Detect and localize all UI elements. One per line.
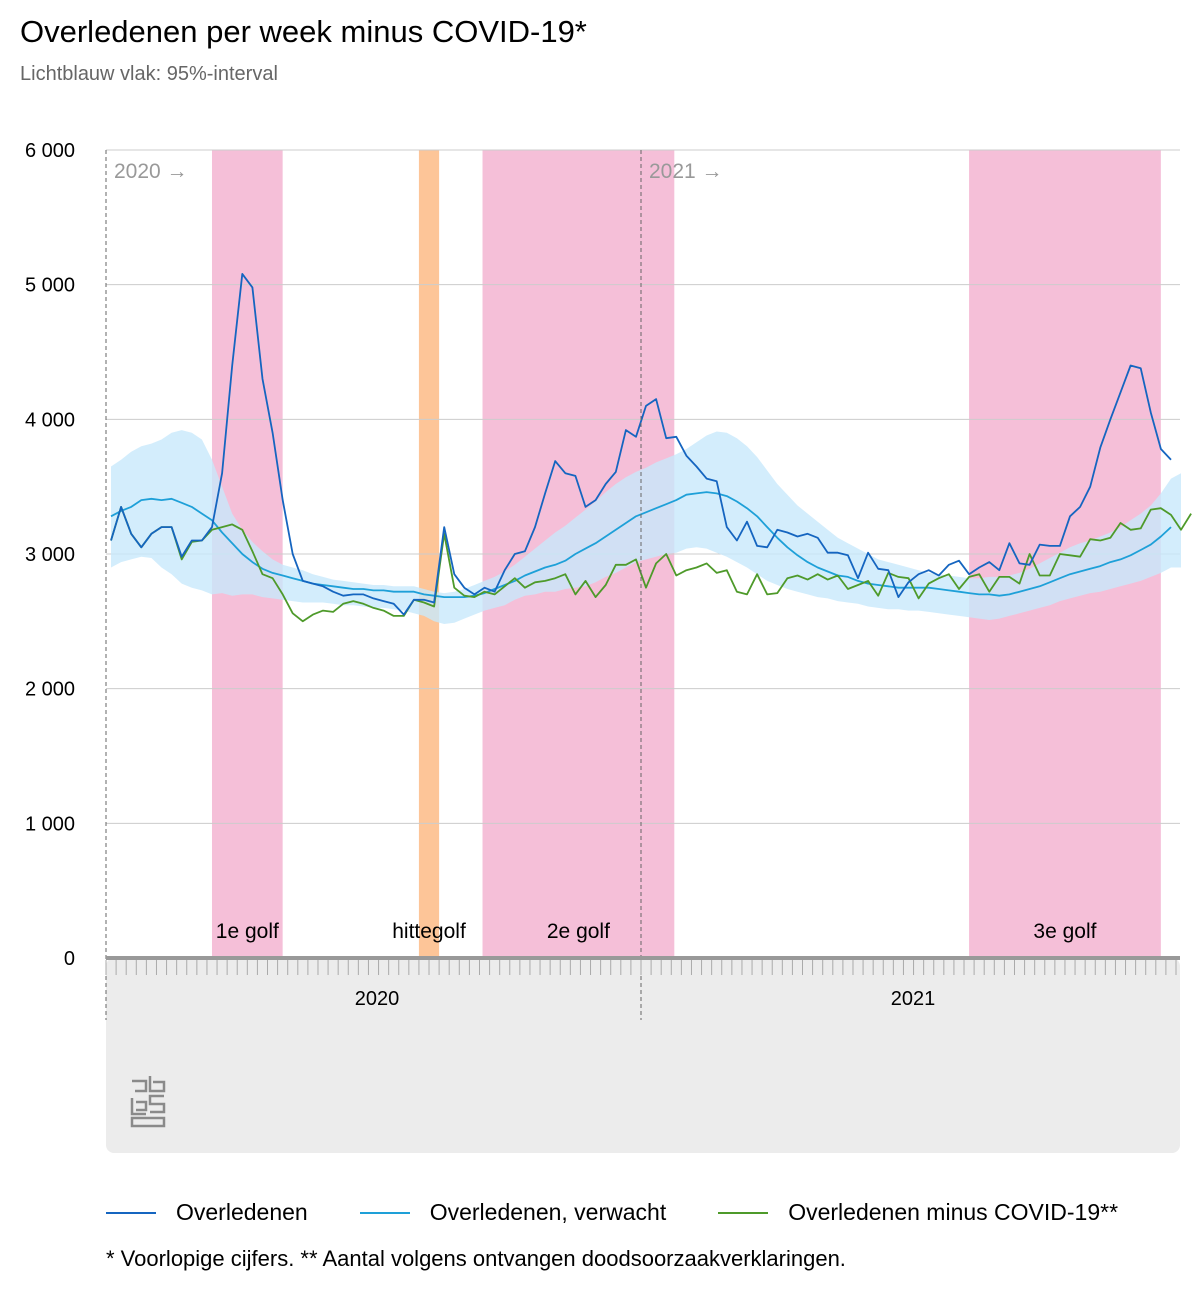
y-axis-labels: 0 1 000 2 000 3 000 4 000 5 000 6 000: [25, 140, 75, 970]
legend-item-overledenen: Overledenen: [106, 1199, 308, 1226]
band-label-0: 1e golf: [216, 920, 279, 943]
x-label-2020: 2020: [355, 988, 400, 1010]
legend-item-minus-covid: Overledenen minus COVID-19**: [718, 1199, 1118, 1226]
cbs-logo: [130, 1076, 166, 1128]
legend-item-verwacht: Overledenen, verwacht: [359, 1199, 667, 1226]
series-line-overledenen: [110, 272, 1172, 616]
year-markers: 2020 → 2021 →: [105, 150, 723, 1020]
y-tick-label-6: 6 000: [25, 140, 75, 162]
band-label-3: 3e golf: [1033, 920, 1096, 943]
year-marker-label-0: 2020 →: [114, 160, 188, 183]
gridlines: [106, 149, 1180, 824]
legend-label-verwacht: Overledenen, verwacht: [429, 1199, 667, 1225]
y-tick-label-3: 3 000: [25, 544, 75, 566]
legend-label-minus-covid: Overledenen minus COVID-19**: [788, 1199, 1119, 1225]
legend-label-overledenen: Overledenen: [176, 1199, 308, 1225]
band-label-2: 2e golf: [547, 920, 610, 943]
x-axis-band: [106, 958, 1180, 1153]
y-tick-label-1: 1 000: [25, 813, 75, 835]
x-axis-ticks: [105, 956, 1180, 975]
y-tick-label-4: 4 000: [25, 409, 75, 431]
wave-labels: 1e golf hittegolf 2e golf 3e golf: [216, 920, 1097, 943]
chart-subtitle: Lichtblauw vlak: 95%-interval: [20, 63, 278, 85]
series-line-minus_covid: [110, 505, 1192, 623]
confidence-interval: [111, 430, 1181, 624]
x-label-2021: 2021: [891, 988, 936, 1010]
footnote: * Voorlopige cijfers. ** Aantal volgens …: [106, 1246, 846, 1271]
interval-area: [111, 430, 1181, 624]
y-tick-label-2: 2 000: [25, 679, 75, 701]
y-tick-label-5: 5 000: [25, 275, 75, 297]
chart-title: Overledenen per week minus COVID-19*: [20, 14, 587, 49]
chart: 2020 → 2021 → 1e golf hittegolf 2e golf 3e g…: [25, 140, 1192, 1153]
legend-swatch-minus-covid: [718, 1211, 769, 1214]
band-label-1: hittegolf: [392, 920, 466, 943]
y-tick-label-0: 0: [64, 948, 75, 970]
legend: Overledenen Overledenen, verwacht Overle…: [106, 1199, 1170, 1226]
year-marker-label-1: 2021 →: [649, 160, 723, 183]
legend-swatch-verwacht: [359, 1211, 410, 1214]
legend-swatch-overledenen: [106, 1211, 156, 1214]
